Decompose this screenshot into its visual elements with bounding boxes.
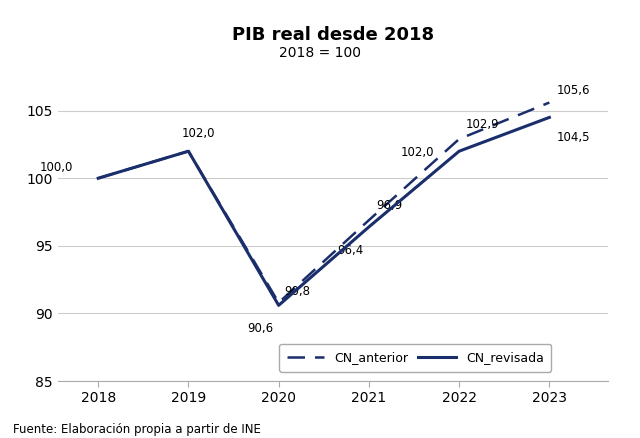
Text: 90,6: 90,6 [247,322,273,335]
Text: Fuente: Elaboración propia a partir de INE: Fuente: Elaboración propia a partir de I… [13,423,260,436]
Text: 105,6: 105,6 [556,84,590,97]
Legend: CN_anterior, CN_revisada: CN_anterior, CN_revisada [280,344,551,372]
Text: 100,0: 100,0 [40,161,73,174]
Text: 104,5: 104,5 [556,131,590,144]
Text: 96,9: 96,9 [376,199,402,212]
Text: 2018 = 100: 2018 = 100 [279,46,361,60]
Text: 96,4: 96,4 [337,244,364,257]
Title: PIB real desde 2018: PIB real desde 2018 [232,25,434,43]
Text: 90,8: 90,8 [284,286,310,298]
Text: 102,9: 102,9 [466,118,500,131]
Text: 102,0: 102,0 [182,127,215,140]
Text: 102,0: 102,0 [401,146,434,159]
